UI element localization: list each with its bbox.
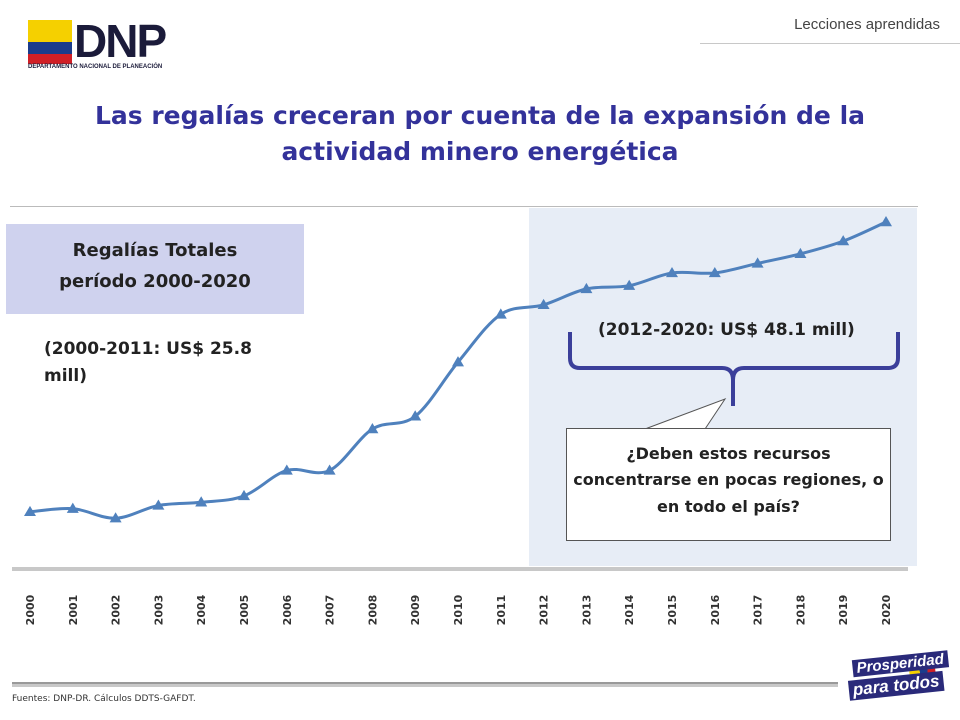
x-tick-2010: 2010 [452,594,465,625]
x-tick-2004: 2004 [195,594,208,625]
marker-2016 [708,266,721,278]
x-tick-2000: 2000 [24,594,37,625]
x-tick-2007: 2007 [324,595,337,626]
marker-2017 [751,257,764,268]
question-callout: ¿Deben estos recursos concentrarse en po… [566,428,891,541]
dnp-logo: DNP DEPARTAMENTO NACIONAL DE PLANEACIÓN [28,15,188,70]
logo-subtitle: DEPARTAMENTO NACIONAL DE PLANEACIÓN [28,64,163,70]
marker-2018 [794,247,807,259]
x-tick-2011: 2011 [495,595,508,626]
marker-2020 [880,216,892,227]
x-tick-2006: 2006 [281,594,294,625]
marker-2009 [409,410,422,421]
marker-2007 [323,464,336,475]
x-axis-rule [12,567,908,571]
marker-2005 [238,489,250,501]
title-box: Regalías Totales período 2000-2020 [6,224,304,314]
x-tick-2019: 2019 [837,595,850,626]
callout-pointer [644,397,727,430]
x-tick-2013: 2013 [580,595,593,626]
slide-title: Las regalías creceran por cuenta de la e… [94,101,866,167]
marker-2003 [152,499,165,510]
x-axis [12,567,908,571]
x-tick-2014: 2014 [623,594,636,625]
x-tick-2018: 2018 [794,595,807,626]
marker-2015 [666,266,678,278]
x-tick-2003: 2003 [152,595,165,626]
x-tick-2008: 2008 [366,595,379,626]
footer-rule [12,682,838,687]
x-tick-labels: 2000 2001 2002 2003 2004 2005 2006 2007 2008 2009… [24,594,893,625]
section-label: Lecciones aprendidas [794,16,940,33]
brace-right [568,332,900,406]
marker-2019 [837,235,850,246]
x-tick-2016: 2016 [709,594,722,625]
x-tick-2012: 2012 [538,595,551,626]
x-tick-2002: 2002 [110,595,123,626]
flag-yellow-stripe [28,20,72,42]
chart-top-rule [10,206,918,207]
series-markers [24,216,892,523]
marker-2014 [623,279,636,290]
x-tick-2001: 2001 [67,595,80,626]
x-tick-2020: 2020 [880,594,893,625]
prosperidad-badge: Prosperidad para todos [846,650,949,706]
marker-2004 [195,496,208,507]
note-2000-2011: (2000-2011: US$ 25.8 mill) [44,339,252,387]
x-tick-2005: 2005 [238,595,251,626]
marker-2010 [452,356,464,367]
box-line-1: Regalías Totales [72,240,238,261]
flag-blue-stripe [28,42,72,54]
marker-2002 [109,512,122,523]
marker-2008 [366,423,379,434]
marker-2006 [280,464,293,475]
logo-text: DNP [74,15,167,67]
section-divider [700,43,960,44]
marker-2012 [537,298,550,310]
x-tick-2017: 2017 [752,595,765,626]
marker-2000 [24,505,36,517]
note-2012-2020: (2012-2020: US$ 48.1 mill) [598,320,855,340]
marker-2013 [580,282,593,294]
x-tick-2009: 2009 [409,595,422,626]
box-line-2: período 2000-2020 [59,270,251,292]
marker-2001 [66,502,79,513]
marker-2011 [494,308,507,319]
footer-sources: Fuentes: DNP-DR. Cálculos DDTS-GAFDT. [12,694,196,704]
flag-red-stripe [28,54,72,64]
x-tick-2015: 2015 [666,595,679,626]
